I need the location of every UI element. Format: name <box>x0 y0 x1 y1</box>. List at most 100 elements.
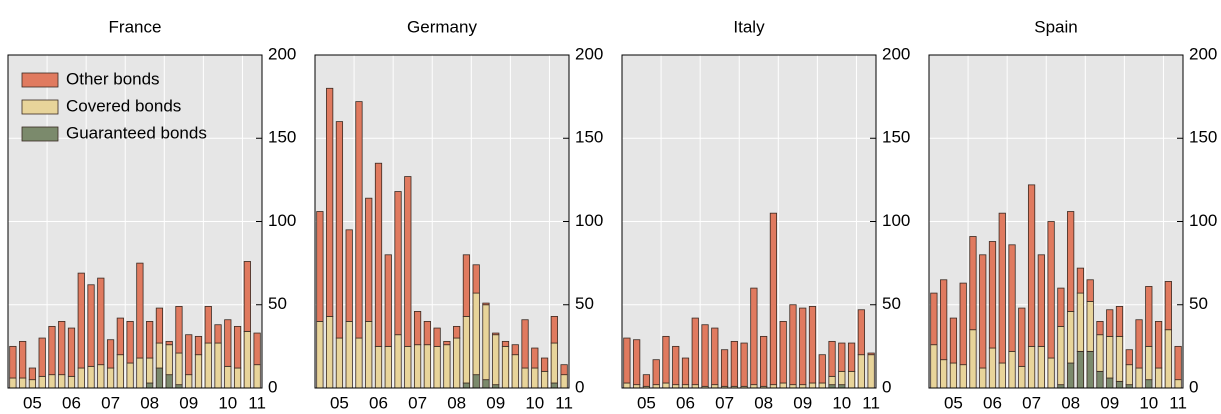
bar-segment <box>194 354 203 389</box>
bar-segment <box>1154 320 1163 369</box>
bar-segment <box>67 375 76 389</box>
bar-segment <box>394 191 402 336</box>
bar-segment <box>335 121 344 339</box>
bar-segment <box>959 282 967 366</box>
bar-segment <box>155 367 164 389</box>
bar-segment <box>1096 320 1104 336</box>
bar-segment <box>750 287 758 386</box>
bar-segment <box>365 197 373 322</box>
bar-segment <box>511 344 519 356</box>
bar-segment <box>531 347 539 369</box>
x-tick-label: 07 <box>101 393 120 412</box>
bar-segment <box>789 304 797 386</box>
y-tick-label: 0 <box>575 377 584 396</box>
bar-segment <box>1174 379 1182 389</box>
bar-segment <box>38 337 46 377</box>
bar-segment <box>1027 345 1036 389</box>
bar-segment <box>374 162 383 347</box>
bar-segment <box>253 332 261 366</box>
bar-segment <box>9 377 17 389</box>
bar-segment <box>443 340 451 346</box>
bar-segment <box>847 342 856 372</box>
bar-segment <box>224 365 232 389</box>
bar-segment <box>720 349 729 387</box>
bar-segment <box>365 320 373 389</box>
x-tick-label: 06 <box>62 393 81 412</box>
bar-segment <box>433 327 441 347</box>
bar-segment <box>940 359 948 389</box>
y-tick-label: 0 <box>268 377 277 396</box>
bar-segment <box>1067 211 1075 312</box>
bar-segment <box>316 320 324 389</box>
bar-segment <box>155 307 164 344</box>
bar-segment <box>1125 364 1133 386</box>
x-tick-label: 08 <box>1061 393 1080 412</box>
bar-segment <box>740 342 748 387</box>
x-tick-label: 09 <box>1100 393 1119 412</box>
bar-segment <box>623 337 631 384</box>
bar-segment <box>204 306 212 344</box>
bar-segment <box>404 345 412 389</box>
bar-segment <box>1125 349 1133 366</box>
bar-segment <box>433 345 441 389</box>
x-tick-label: 11 <box>555 393 573 412</box>
bar-segment <box>155 342 164 369</box>
bar-segment <box>799 307 807 386</box>
bar-segment <box>413 344 422 389</box>
bar-segment <box>1164 281 1172 331</box>
y-tick-label: 100 <box>268 211 296 230</box>
bar-segment <box>146 320 154 359</box>
y-tick-label: 100 <box>882 211 910 230</box>
bar-segment <box>531 367 539 389</box>
bar-segment <box>374 345 383 389</box>
chart-title: Germany <box>407 17 477 36</box>
bar-segment <box>1145 286 1153 347</box>
bar-segment <box>550 342 558 384</box>
bar-segment <box>443 344 451 389</box>
bar-segment <box>214 324 222 344</box>
bar-segment <box>633 339 641 386</box>
bar-segment <box>969 329 977 389</box>
bar-segment <box>175 352 183 386</box>
bar-segment <box>550 382 558 389</box>
bar-segment <box>1086 350 1094 389</box>
x-tick-label: 05 <box>23 393 42 412</box>
bar-segment <box>58 374 66 389</box>
bar-segment <box>136 357 144 389</box>
legend-swatch <box>21 126 59 142</box>
bar-segment <box>345 320 353 389</box>
x-tick-label: 08 <box>754 393 773 412</box>
plot-frame <box>7 54 263 389</box>
legend-label: Covered bonds <box>66 96 181 115</box>
bar-segment <box>949 317 958 364</box>
x-tick-label: 09 <box>486 393 505 412</box>
bar-segment <box>482 302 490 306</box>
bar-segment <box>423 344 431 389</box>
bar-segment <box>126 320 134 364</box>
bar-segment <box>204 342 212 389</box>
bar-segment <box>462 254 471 317</box>
bar-segment <box>38 375 46 389</box>
bar-segment <box>1037 345 1045 389</box>
bar-segment <box>511 354 519 389</box>
bar-segment <box>949 362 958 389</box>
bar-segment <box>540 370 549 389</box>
bar-segment <box>1164 329 1172 389</box>
bar-segment <box>482 304 490 381</box>
bar-segment <box>808 382 817 389</box>
bar-segment <box>28 367 37 381</box>
plot-frame <box>314 54 570 389</box>
bar-segment <box>1115 335 1124 382</box>
y-tick-label: 150 <box>1189 128 1217 147</box>
y-tick-label: 100 <box>575 211 603 230</box>
x-tick-label: 06 <box>369 393 388 412</box>
bar-segment <box>394 334 402 389</box>
bar-segment <box>681 357 690 386</box>
bar-segment <box>404 176 412 347</box>
bar-segment <box>1047 221 1055 359</box>
bar-segment <box>384 345 392 389</box>
bar-segment <box>1067 311 1075 364</box>
bar-segment <box>930 292 938 346</box>
bar-segment <box>233 367 242 389</box>
bar-segment <box>808 306 817 384</box>
